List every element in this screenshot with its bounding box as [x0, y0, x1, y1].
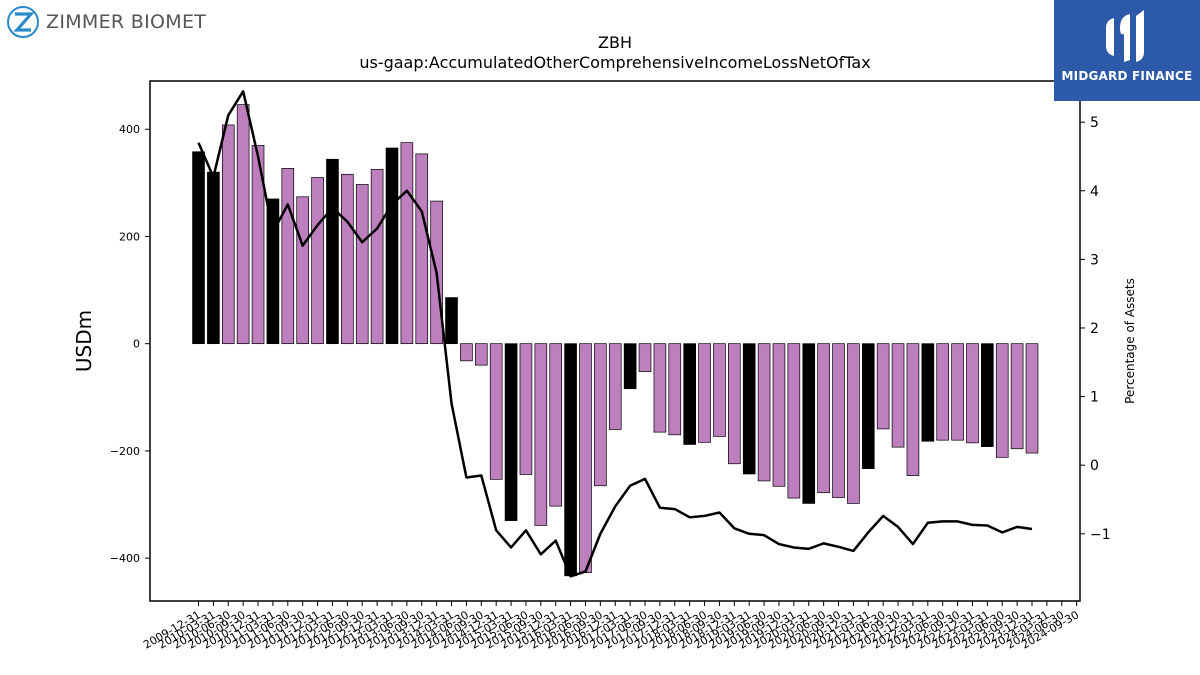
y2-tick-label: 4: [1090, 184, 1099, 200]
bar: [221, 124, 235, 345]
bar: [802, 343, 816, 504]
y2-axis-label: Percentage of Assets: [1123, 278, 1137, 404]
midgard-icon: [1106, 10, 1144, 62]
bar: [296, 196, 309, 345]
bar: [281, 168, 295, 345]
bar: [415, 153, 429, 345]
bar: [683, 343, 696, 445]
bar: [534, 343, 548, 526]
y-tick-label: 0: [133, 338, 140, 351]
bar: [594, 343, 607, 487]
y-tick-label: −200: [110, 445, 140, 458]
zimmer-biomet-icon: [7, 6, 39, 38]
bar: [608, 343, 622, 430]
bar: [623, 343, 637, 390]
bar: [817, 343, 830, 494]
bar: [1010, 343, 1024, 450]
bar: [728, 343, 741, 465]
bar: [861, 343, 875, 469]
bar: [192, 151, 205, 345]
bar: [698, 343, 711, 443]
bar: [891, 343, 905, 448]
midgard-finance-logo: MIDGARD FINANCE: [1054, 0, 1200, 101]
y2-tick-label: 5: [1090, 115, 1099, 131]
y2-tick-label: 0: [1090, 458, 1099, 474]
bar: [832, 343, 845, 498]
bar: [266, 198, 280, 345]
bar: [906, 343, 920, 476]
bar: [579, 343, 592, 573]
bar: [876, 343, 890, 430]
y2-tick-label: −1: [1090, 527, 1111, 543]
y-axis-label: USDm: [72, 310, 96, 372]
line-group: [197, 90, 1033, 578]
chart-title: ZBH: [598, 33, 632, 52]
bar: [921, 343, 935, 442]
bar: [772, 343, 786, 487]
bar: [504, 343, 518, 521]
midgard-wordmark: MIDGARD FINANCE: [1061, 69, 1193, 83]
bar: [757, 343, 771, 482]
chart-subtitle: us-gaap:AccumulatedOtherComprehensiveInc…: [359, 53, 870, 72]
zimmer-biomet-wordmark: ZIMMER BIOMET: [46, 11, 207, 33]
bar: [564, 343, 577, 577]
zimmer-biomet-logo: ZIMMER BIOMET: [6, 5, 206, 39]
bar: [936, 343, 949, 441]
bar: [668, 343, 682, 436]
bar: [549, 343, 563, 507]
y-tick-label: −400: [110, 552, 140, 565]
bar: [713, 343, 726, 437]
bar: [966, 343, 979, 444]
y-tick-label: 200: [119, 230, 140, 243]
y-tick-label: 400: [119, 123, 140, 136]
bar: [370, 169, 384, 345]
y2-tick-label: 3: [1090, 252, 1099, 268]
bar: [445, 297, 458, 345]
bar: [236, 104, 250, 345]
percentage-line: [197, 90, 1033, 578]
bar: [400, 142, 414, 345]
y-axis-right: −1 0 1 2 3 4 5: [1080, 115, 1111, 543]
bar: [489, 343, 503, 480]
bar: [311, 177, 324, 345]
bar: [341, 173, 354, 345]
y-axis-left: −400 −200 0 200 400: [110, 123, 150, 565]
bar: [519, 343, 533, 475]
bar: [207, 171, 220, 345]
bar: [995, 343, 1009, 458]
bar: [1025, 343, 1039, 454]
bar: [981, 343, 994, 447]
bar: [326, 158, 339, 345]
y2-tick-label: 2: [1090, 321, 1099, 337]
x-axis: 2009-12-312010-03-312010-06-302010-09-30…: [141, 601, 1081, 652]
bar: [474, 343, 488, 366]
bar: [787, 343, 801, 499]
bar: [251, 144, 265, 345]
y2-tick-label: 1: [1090, 390, 1099, 406]
bar: [653, 343, 667, 433]
bar: [385, 147, 399, 345]
bar: [355, 184, 369, 345]
bar: [951, 343, 964, 441]
bar: [742, 343, 756, 475]
bar: [847, 343, 860, 504]
bar-group: [192, 104, 1039, 577]
bar: [460, 343, 473, 362]
bar: [638, 343, 652, 372]
